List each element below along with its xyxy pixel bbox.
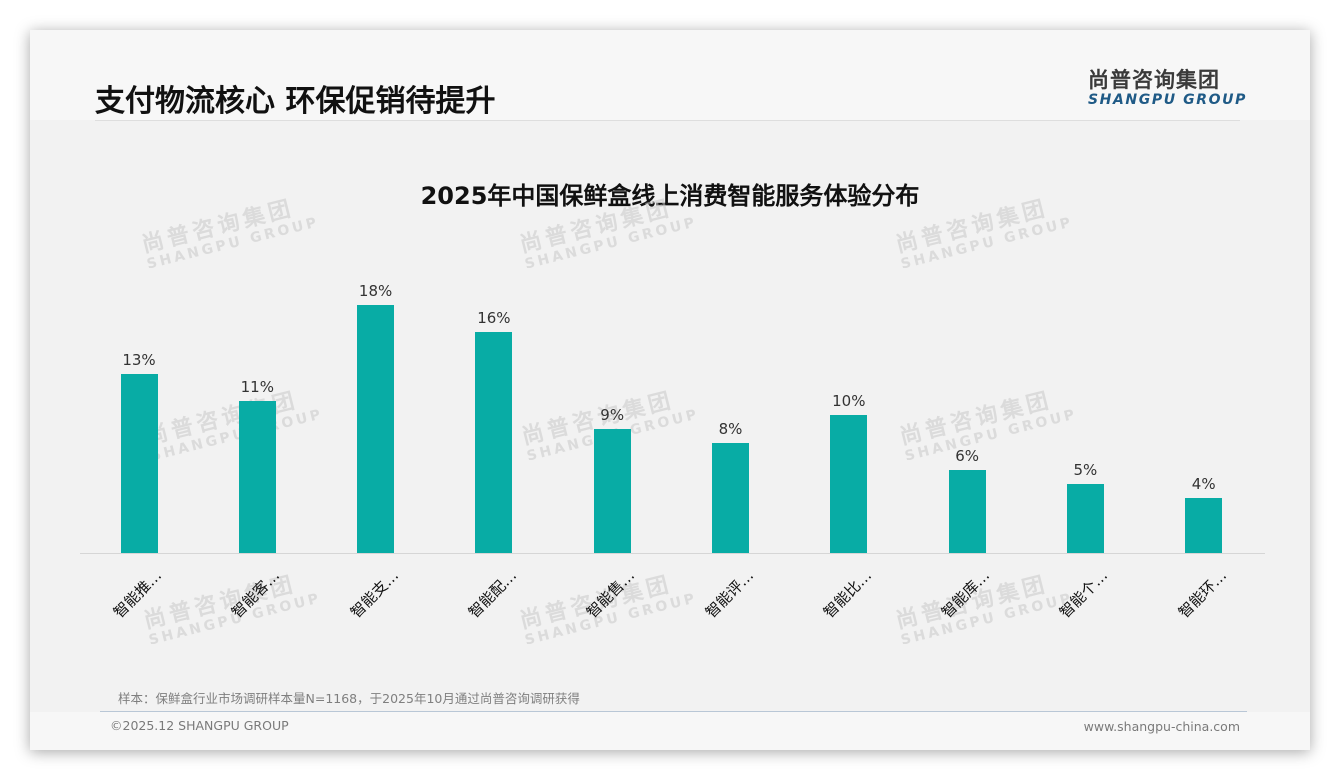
bar — [948, 470, 986, 553]
bar-value-label: 13% — [122, 350, 156, 369]
bar — [1185, 497, 1223, 553]
bar-value-label: 10% — [832, 392, 866, 410]
logo-cn-text: 尚普咨询集团 — [1088, 68, 1220, 92]
x-axis-category-label: 智能推… — [109, 566, 166, 622]
bar-value-label: 4% — [1191, 474, 1216, 493]
x-axis-category-label: 智能售… — [583, 566, 639, 622]
x-axis-category-label: 智能环… — [1174, 566, 1230, 622]
sample-note: 样本：保鲜盒行业市场调研样本量N=1168，于2025年10月通过尚普咨询调研获… — [118, 691, 580, 706]
x-axis-category-label: 智能配… — [464, 566, 521, 622]
footer-divider — [100, 711, 1247, 712]
header-divider — [95, 120, 1240, 121]
bar-value-label: 5% — [1073, 461, 1098, 479]
website-link[interactable]: www.shangpu-china.com — [1083, 719, 1240, 734]
page-title: 支付物流核心 环保促销待提升 — [95, 84, 496, 119]
x-axis-category-label: 智能库… — [938, 566, 994, 622]
slide: 支付物流核心 环保促销待提升 尚普咨询集团 SHANGPU GROUP 2025… — [30, 30, 1310, 750]
x-axis-category-label: 智能比… — [819, 566, 875, 622]
bar-value-label: 8% — [718, 419, 743, 438]
copyright-text: ©2025.12 SHANGPU GROUP — [110, 718, 289, 733]
x-axis-category-label: 智能客… — [228, 566, 284, 622]
bar — [593, 428, 631, 553]
bar — [475, 332, 513, 553]
bar — [1066, 484, 1104, 553]
bar — [712, 442, 749, 553]
company-logo: 尚普咨询集团 SHANGPU GROUP — [1088, 64, 1248, 108]
x-axis-category-label: 智能个… — [1056, 566, 1112, 622]
x-axis-category-label: 智能评… — [701, 566, 757, 622]
header-band — [30, 30, 1310, 120]
bar-value-label: 6% — [955, 447, 979, 466]
x-axis-category-label: 智能支… — [346, 566, 402, 622]
logo-en-text: SHANGPU GROUP — [1088, 92, 1247, 108]
bar — [830, 415, 868, 553]
bar — [357, 304, 395, 553]
bar — [120, 373, 158, 553]
footer-band — [30, 712, 1310, 750]
bar-value-label: 18% — [358, 281, 393, 300]
bar-value-label: 9% — [600, 405, 625, 424]
bar-value-label: 11% — [240, 378, 274, 397]
chart-title: 2025年中国保鲜盒线上消费智能服务体验分布 — [420, 182, 920, 210]
bar-value-label: 16% — [477, 309, 511, 328]
x-axis-line — [80, 553, 1265, 554]
bar — [238, 401, 276, 553]
